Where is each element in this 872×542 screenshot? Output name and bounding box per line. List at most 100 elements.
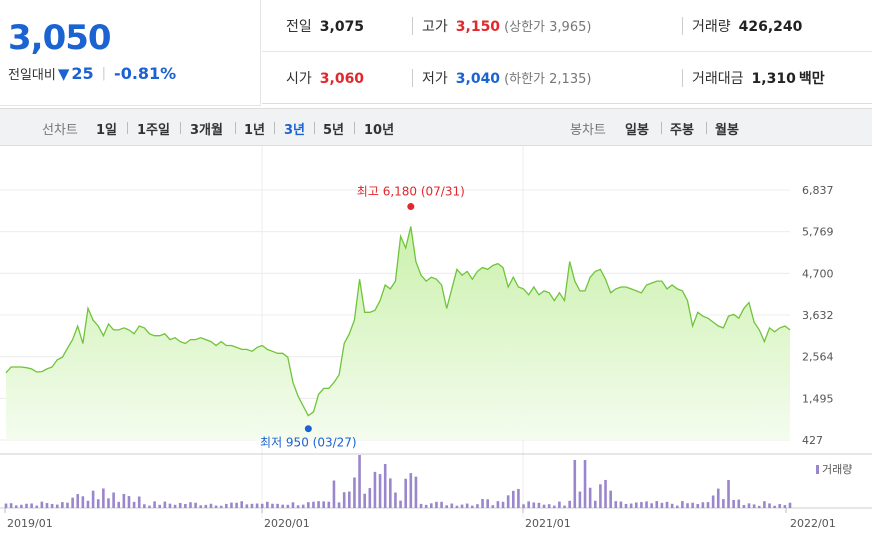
- volume-bar: [578, 491, 582, 508]
- volume-value: 426,240: [738, 19, 803, 35]
- volume-bar: [137, 496, 141, 508]
- volume-bar: [368, 488, 372, 508]
- candle-monthly[interactable]: 월봉: [715, 123, 739, 138]
- period-1d[interactable]: 1일: [96, 123, 118, 138]
- volume-bar: [81, 496, 85, 508]
- period-3m[interactable]: 3개월: [190, 123, 223, 138]
- open-label: 시가: [286, 71, 312, 87]
- volume-bar: [50, 503, 54, 508]
- divider: [127, 122, 128, 134]
- volume-bar: [25, 503, 28, 508]
- volume-bar: [163, 501, 167, 508]
- volume-bar: [460, 504, 464, 508]
- volume-bar: [716, 488, 720, 508]
- volume-bar: [496, 501, 500, 508]
- change-label: 전일대비: [8, 68, 56, 83]
- volume-bar: [363, 493, 366, 508]
- price-box: 3,050 전일대비 ▼ 25 | -0.81%: [0, 0, 261, 106]
- volume-bar: [419, 503, 423, 508]
- volume-bar: [112, 492, 115, 508]
- volume-bar: [593, 500, 597, 508]
- volume-bar: [506, 495, 510, 508]
- volume-bar: [686, 503, 689, 508]
- volume-bar: [670, 503, 674, 508]
- volume-bar: [348, 491, 351, 508]
- volume-bar: [4, 503, 8, 508]
- max-annotation: 최고 6,180 (07/31): [357, 185, 465, 199]
- volume-bar: [342, 492, 346, 508]
- volume-bar: [476, 504, 479, 508]
- volume-bar: [235, 502, 238, 508]
- volume-bar: [230, 502, 233, 508]
- divider: [412, 17, 413, 35]
- prev-close: 전일 3,075: [286, 16, 364, 36]
- volume-bar: [86, 500, 90, 508]
- volume-bar: [588, 487, 592, 508]
- lower-limit: (하한가 2,135): [504, 72, 592, 87]
- volume-bar: [122, 493, 126, 508]
- volume-bar: [783, 505, 787, 508]
- y-tick-label: 4,700: [802, 267, 834, 280]
- volume-bar: [491, 505, 495, 508]
- volume-bar: [194, 502, 197, 508]
- volume-bar: [148, 505, 151, 508]
- divider: [682, 17, 683, 35]
- volume-bar: [184, 503, 187, 508]
- volume-bar: [389, 478, 392, 508]
- trade-amount: 거래대금 1,310 백만: [692, 68, 825, 88]
- period-3y[interactable]: 3년: [284, 123, 306, 138]
- volume-bar: [650, 503, 653, 508]
- volume-bar: [465, 503, 469, 508]
- volume-bar: [143, 504, 146, 508]
- amount-label: 거래대금: [692, 71, 744, 87]
- volume-bar: [691, 502, 694, 508]
- y-tick-label: 2,564: [802, 351, 834, 364]
- volume-bar: [634, 502, 638, 508]
- divider: [661, 122, 662, 134]
- volume-bar: [614, 501, 618, 508]
- volume-bar: [573, 460, 577, 508]
- volume-bar: [20, 504, 23, 508]
- period-5y[interactable]: 5년: [323, 123, 345, 138]
- y-tick-label: 1,495: [802, 392, 834, 405]
- volume-bar: [440, 501, 443, 508]
- y-tick-label: 427: [802, 434, 823, 447]
- period-1w[interactable]: 1주일: [137, 123, 170, 138]
- current-price: 3,050: [8, 18, 112, 58]
- volume-bar: [752, 504, 756, 508]
- candle-chart-label: 봉차트: [570, 123, 606, 138]
- candle-daily[interactable]: 일봉: [625, 123, 649, 138]
- prev-close-value: 3,075: [319, 19, 365, 35]
- volume-bar: [547, 504, 551, 508]
- volume-bar: [660, 502, 664, 508]
- volume-bar: [542, 504, 546, 508]
- down-arrow-icon: ▼: [57, 64, 70, 83]
- volume-bar: [501, 501, 505, 508]
- divider: [235, 122, 236, 134]
- volume-bar: [517, 488, 520, 508]
- volume-bar: [219, 505, 223, 508]
- max-marker: [407, 203, 415, 211]
- volume-bar: [481, 498, 484, 508]
- candle-weekly[interactable]: 주봉: [670, 123, 694, 138]
- change-percent: -0.81%: [114, 64, 177, 83]
- y-tick-label: 5,769: [802, 226, 834, 239]
- annotations: 최고 6,180 (07/31) 최저 950 (03/27): [260, 185, 465, 450]
- period-10y[interactable]: 10년: [364, 123, 395, 138]
- change-divider: |: [101, 66, 107, 81]
- volume-bar: [445, 505, 448, 508]
- volume-bar: [209, 503, 213, 508]
- day-low: 저가 3,040 (하한가 2,135): [422, 68, 591, 88]
- chart-toolbar: 선차트 1일 1주일 3개월 1년 3년 5년 10년 봉차트 일봉 주봉 월봉: [0, 108, 872, 146]
- min-marker: [304, 425, 312, 433]
- amount-unit: 백만: [798, 71, 825, 87]
- volume-bar: [158, 504, 162, 508]
- period-1y[interactable]: 1년: [244, 123, 266, 138]
- volume-bar: [788, 502, 792, 508]
- volume-bar: [317, 501, 320, 508]
- price-info-grid: 전일 3,075 고가 3,150 (상한가 3,965) 거래량 426,240 시가…: [262, 0, 872, 106]
- volume-bar: [96, 499, 100, 508]
- volume-bar: [153, 501, 156, 508]
- volume-bar: [276, 503, 279, 508]
- volume-bar: [778, 504, 782, 508]
